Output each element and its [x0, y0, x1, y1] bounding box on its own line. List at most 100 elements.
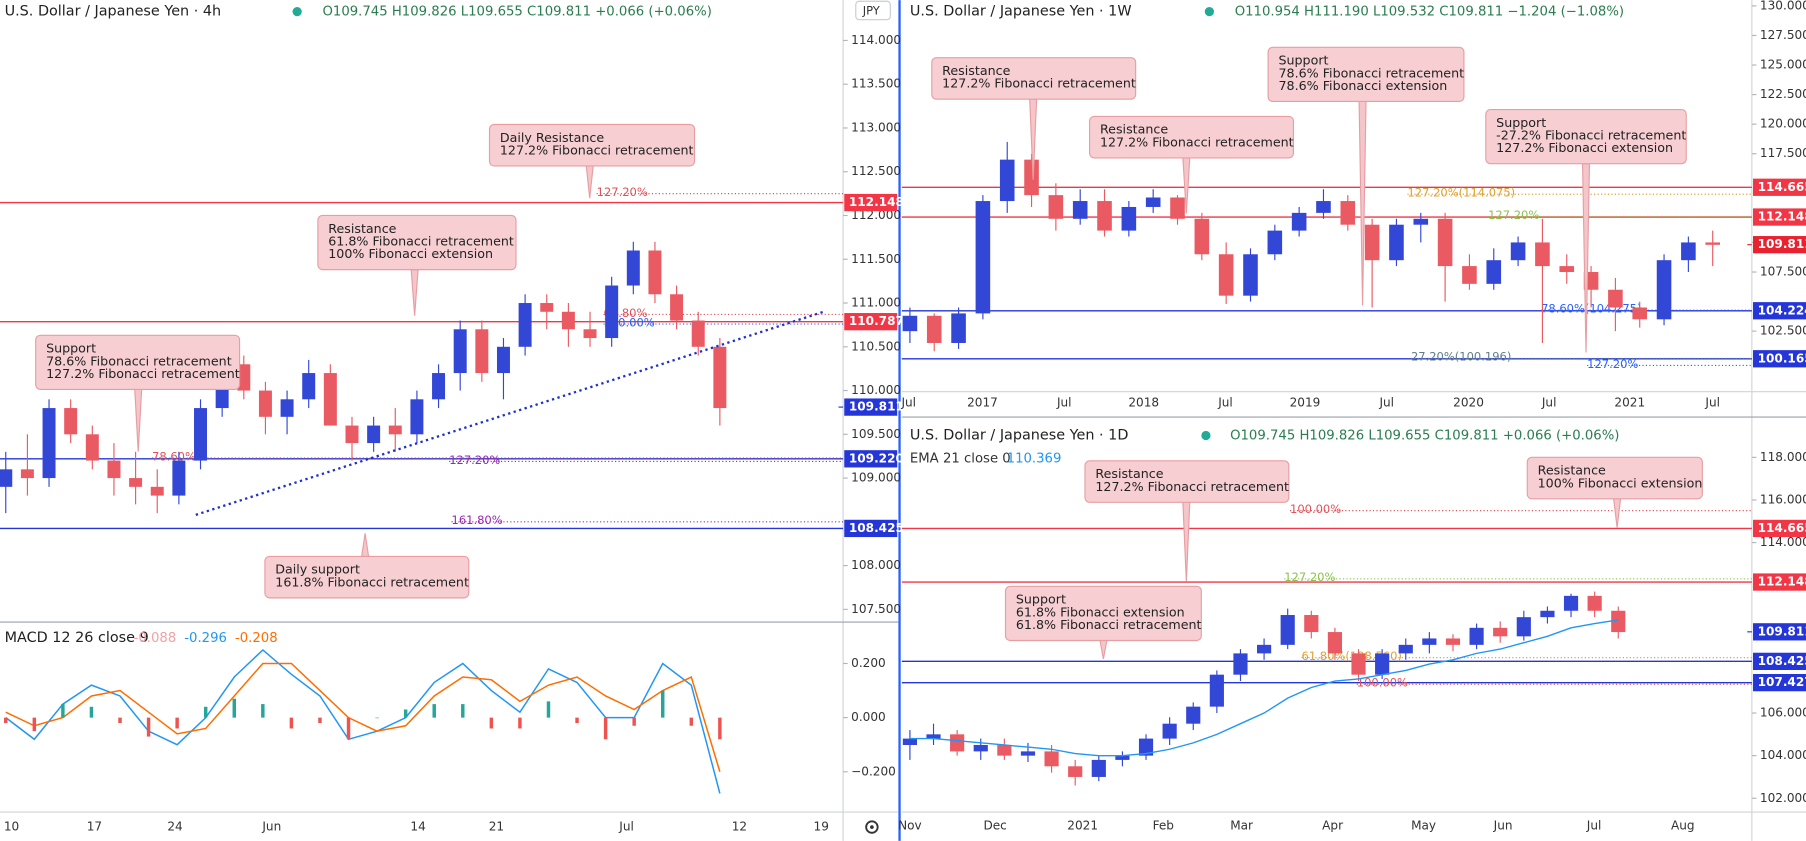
callout-box [1267, 46, 1465, 103]
x-tick-label: 24 [167, 820, 182, 834]
histogram-bar [375, 717, 379, 719]
price-tag [1753, 236, 1806, 254]
callout-text: Support [1278, 53, 1328, 68]
histogram-bar [346, 717, 351, 740]
callout-box [317, 214, 517, 271]
price-tag [1753, 519, 1806, 538]
y-tick-label: 110.000 [851, 383, 901, 397]
settings-icon[interactable] [865, 820, 879, 834]
candle-body [1563, 595, 1579, 611]
callout-text: Resistance [942, 63, 1010, 78]
price-tag [1753, 302, 1806, 320]
candle-body [1233, 653, 1248, 675]
chart-title: U.S. Dollar / Japanese Yen · 1D [910, 427, 1128, 443]
callout-box [1485, 108, 1687, 165]
callout-text: Support [1496, 115, 1546, 130]
candle-body [1091, 759, 1106, 777]
indicator-line [5, 662, 721, 772]
y-tick-label: 109.000 [851, 471, 901, 485]
x-tick-label: 12 [732, 820, 747, 834]
price-tag-label: 107.427 [1758, 675, 1806, 689]
x-tick-label: May [1411, 818, 1436, 832]
y-tick-label: 116.000 [1760, 492, 1806, 506]
fib-label: 127.20% [1488, 208, 1539, 222]
x-tick-label: 17 [87, 820, 102, 834]
histogram-bar [289, 717, 294, 729]
readout: -0.296 [184, 631, 227, 646]
callout-text: Resistance [1100, 122, 1168, 137]
indicator-value: 110.369 [1007, 452, 1062, 467]
histogram-bar [146, 717, 151, 737]
y-tick-label: 120.000 [1760, 117, 1806, 131]
histogram-bar [689, 717, 694, 726]
candle-body [975, 201, 991, 314]
candle-body [1024, 159, 1039, 196]
candle-body [388, 425, 402, 435]
currency-button[interactable] [855, 0, 891, 21]
y-tick-label: 113.500 [851, 77, 901, 91]
ohlc-readout: O109.745 H109.826 L109.655 C109.811 +0.0… [1230, 428, 1619, 443]
y-tick-label: 106.000 [1760, 706, 1806, 720]
candle-body [1632, 307, 1648, 320]
candle-body [1291, 212, 1307, 231]
price-tag-label: 112.148 [849, 195, 904, 209]
y-tick-label: 127.500 [1760, 28, 1806, 42]
callout-text: Resistance [328, 221, 396, 236]
candle-body [691, 320, 705, 347]
price-tag-label: 108.425 [1758, 654, 1806, 668]
candle-body [1375, 653, 1390, 675]
candle-body [20, 469, 34, 479]
candle-body [1611, 610, 1626, 633]
price-tag [1753, 573, 1806, 591]
histogram-bar [4, 717, 8, 724]
chart-title: U.S. Dollar / Japanese Yen · 4h [5, 4, 222, 20]
price-tag [844, 398, 898, 416]
x-tick-label: Nov [898, 818, 922, 832]
price-tag-label: 109.811 [849, 400, 904, 414]
price-tag-label: 109.811 [1758, 237, 1806, 251]
candle-body [951, 313, 966, 343]
candle-body [540, 303, 554, 312]
candle-body [258, 390, 272, 417]
candle-body [1445, 638, 1461, 645]
histogram-bar [632, 717, 636, 726]
callout-text: 127.2% Fibonacci retracement [1095, 479, 1289, 494]
ohlc-readout: O110.954 H111.190 L109.532 C109.811 −1.2… [1235, 5, 1624, 20]
trendline [195, 310, 824, 516]
y-tick-label: 122.500 [1760, 87, 1806, 101]
candle-body [1389, 224, 1404, 261]
y-tick-label: 112.500 [851, 164, 901, 178]
fib-label: 27.20%(100.196) [1411, 350, 1511, 364]
status-dot [1201, 430, 1211, 441]
callout-text: Resistance [1095, 466, 1163, 481]
callout-text: 127.2% Fibonacci retracement [942, 76, 1136, 91]
candle-body [1559, 266, 1575, 273]
histogram-bar [32, 717, 37, 732]
callout-text: 127.2% Fibonacci retracement [46, 366, 240, 381]
candle-body [1656, 260, 1672, 320]
callout-text: 78.6% Fibonacci retracement [46, 353, 232, 368]
callout-text: 61.8% Fibonacci retracement [328, 233, 514, 248]
status-dot [292, 7, 302, 17]
candle-body [518, 303, 532, 347]
y-tick-label: 125.000 [1760, 58, 1806, 72]
x-tick-label: Feb [1153, 818, 1174, 832]
x-tick-label: Apr [1322, 818, 1343, 832]
candle-body [453, 329, 467, 374]
histogram-bar [461, 704, 465, 718]
price-tag-label: 112.148 [1758, 210, 1806, 224]
callout-text: 161.8% Fibonacci retracement [275, 574, 469, 589]
candle-body [1681, 242, 1696, 261]
y-tick-label: 111.000 [851, 296, 901, 310]
fib-label: 127.20% [1284, 570, 1335, 584]
candle-body [1020, 751, 1036, 756]
candle-body [1493, 627, 1508, 637]
candle-body [107, 460, 121, 479]
candle-body [1194, 218, 1210, 255]
candle-body [950, 734, 965, 752]
readout: -0.208 [235, 631, 278, 646]
x-tick-label: 2018 [1128, 396, 1159, 410]
callout-text: 61.8% Fibonacci retracement [1016, 617, 1202, 632]
candle-body [1316, 201, 1331, 213]
candle-body [1364, 224, 1380, 261]
